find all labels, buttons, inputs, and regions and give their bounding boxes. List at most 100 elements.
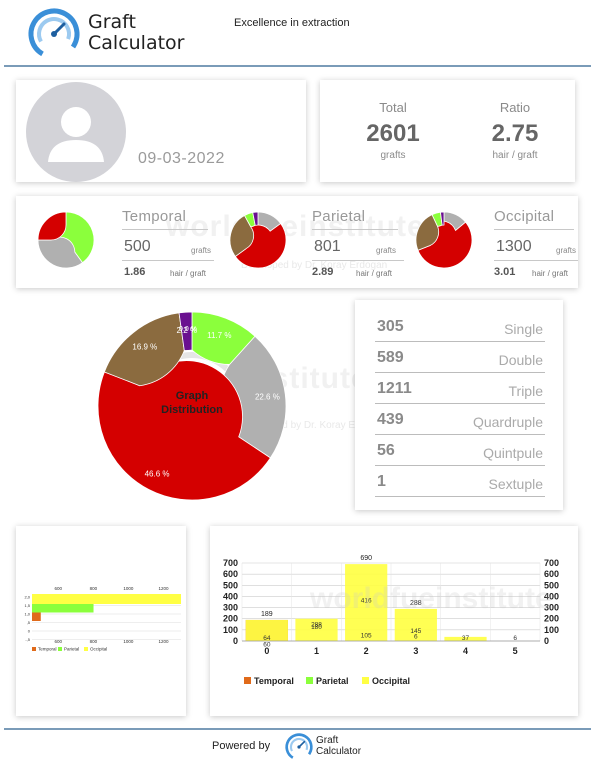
app-logo[interactable]: Graft Calculator: [26, 8, 186, 60]
ratio-value: 2.75: [491, 120, 539, 147]
parietal-count: 801: [314, 238, 341, 255]
type-name-triple: Triple: [508, 383, 544, 399]
vchart-y-tick-left: 600: [223, 569, 238, 579]
vchart-legend-label: Occipital: [372, 676, 410, 686]
parietal-count-unit: grafts: [376, 246, 397, 255]
logo-line1: Graft: [88, 11, 136, 33]
parietal-donut: [229, 211, 287, 269]
vchart-top-label: 189: [261, 611, 273, 618]
vchart-y-tick-left: 500: [223, 580, 238, 590]
type-count-quintuple: 56: [377, 442, 395, 459]
distribution-slice-label: 46.6 %: [145, 469, 170, 478]
distribution-center-line1: Graph: [175, 390, 209, 402]
vchart-y-tick-right: 300: [544, 603, 559, 613]
vchart-bar-occipital: [444, 636, 487, 641]
vchart-x-tick: 1: [314, 646, 319, 656]
occipital-count: 1300: [496, 238, 532, 255]
vchart-x-tick: 2: [364, 646, 369, 656]
vchart-inner-label: 416: [361, 598, 372, 605]
temporal-count-unit: grafts: [191, 246, 212, 255]
parietal-divider2: [312, 260, 404, 261]
vchart-inner-label: 288: [311, 622, 322, 629]
vchart-legend-label: Parietal: [316, 676, 349, 686]
total-unit: grafts: [380, 150, 406, 161]
hchart-y-tick: 1,0: [24, 612, 30, 617]
watermark-sub: Developed by Dr. Koray Erdogan: [241, 260, 388, 271]
distribution-center-label: Graph Distribution: [142, 389, 242, 417]
vchart-y-tick-right: 100: [544, 625, 559, 635]
type-name-quadruple: Quardruple: [472, 414, 543, 430]
temporal-name: Temporal: [122, 208, 187, 225]
gauge-logo-icon: [285, 733, 313, 761]
region-2-donut-slice-4: [440, 211, 445, 226]
hchart-legend-swatch: [32, 647, 36, 651]
type-row: 305 Single: [375, 316, 545, 342]
logo-text: Graft Calculator: [88, 12, 184, 54]
vchart-y-tick-left: 100: [223, 625, 238, 635]
totals-card: Total 2601 grafts Ratio 2.75 hair / graf…: [320, 80, 575, 182]
regions-card: worldfueinstitute Developed by Dr. Koray…: [16, 196, 578, 288]
distribution-slice-4: [178, 311, 193, 351]
hchart-legend-label: Parietal: [64, 647, 79, 652]
vchart-bar-occipital: [394, 608, 437, 641]
occipital-divider2: [494, 260, 578, 261]
vchart-legend-swatch: [244, 677, 251, 684]
vchart-bar-occipital: [295, 618, 338, 641]
temporal-donut: [37, 211, 95, 269]
header-divider: [4, 65, 591, 67]
vchart-y-tick-right: 600: [544, 569, 559, 579]
distribution-small-label: 0.0 %: [179, 326, 197, 333]
hchart-legend-swatch: [58, 647, 62, 651]
vchart-inner-label: 37: [462, 635, 470, 642]
distribution-slice-label: 2.2 %: [177, 326, 197, 335]
type-count-double: 589: [377, 349, 404, 366]
distribution-slice-2: [97, 360, 271, 501]
stacked-bar-card: 700 700 600 600 500 500 400 400 300 300 200 200 100 1…: [210, 526, 578, 716]
header: Graft Calculator Excellence in extractio…: [0, 0, 595, 66]
vchart-inner-label: 60: [263, 641, 271, 648]
vchart-watermark: worldfueinstitute: [309, 582, 552, 615]
type-count-sextuple: 1: [377, 473, 386, 490]
total-label: Total: [379, 100, 407, 115]
type-row: 1211 Triple: [375, 378, 545, 404]
type-row: 1 Sextuple: [375, 471, 545, 497]
footer-logo[interactable]: Graft Calculator: [284, 732, 374, 762]
powered-by-text: Powered by: [212, 740, 271, 752]
hchart-bar-occipital: [32, 594, 181, 604]
parietal-ratio: 2.89: [312, 266, 334, 278]
vchart-inner-label: 6: [414, 633, 418, 640]
parietal-ratio-unit: hair / graft: [356, 269, 393, 278]
hchart-bottom-tick: 1200: [158, 639, 169, 644]
vchart-top-label: 690: [360, 555, 372, 562]
hchart-legend-label: Temporal: [38, 647, 57, 652]
vchart-x-tick: 5: [513, 646, 518, 656]
hchart-bar-parietal: [32, 602, 94, 613]
hchart-top-tick: 1200: [158, 586, 169, 591]
hchart-top-tick: 800: [90, 586, 98, 591]
vchart-legend-swatch: [306, 677, 313, 684]
horizontal-bar-card: 600 800 1000 1200 600 800 1000 1200 2,0 1,5 1,0 ,5 0…: [16, 526, 186, 716]
hchart-y-tick: 1,5: [24, 603, 30, 608]
user-silhouette-icon: [48, 107, 104, 162]
vchart-y-tick-right: 700: [544, 558, 559, 568]
temporal-ratio: 1.86: [124, 266, 146, 278]
occipital-ratio: 3.01: [494, 266, 516, 278]
type-name-single: Single: [504, 321, 543, 337]
operation-date: 09-03-2022: [138, 150, 225, 167]
vchart-x-tick: 0: [264, 646, 269, 656]
occipital-donut: [415, 211, 473, 269]
vchart-inner-label: 145: [410, 628, 421, 635]
graft-types-card: 305 Single 589 Double 1211 Triple 439 Qu…: [355, 300, 563, 510]
vchart-legend-swatch: [362, 677, 369, 684]
vchart-legend-label: Temporal: [254, 676, 294, 686]
vchart-inner-label: 180: [311, 624, 322, 631]
distribution-slice-label: 22.6 %: [255, 392, 280, 401]
hchart-y-tick: 0: [28, 629, 31, 634]
type-name-double: Double: [498, 352, 543, 368]
vchart-y-tick-left: 200: [223, 614, 238, 624]
avatar[interactable]: [26, 82, 126, 182]
hchart-y-tick: 2,0: [24, 595, 30, 600]
type-name-quintuple: Quintpule: [483, 445, 543, 461]
